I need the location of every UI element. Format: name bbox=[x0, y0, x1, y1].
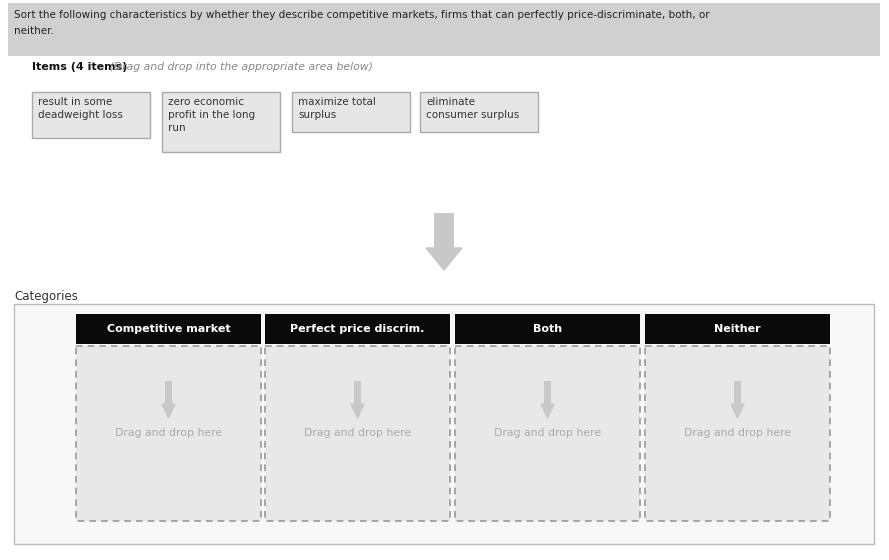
Polygon shape bbox=[541, 404, 554, 418]
FancyBboxPatch shape bbox=[8, 3, 880, 56]
Text: Both: Both bbox=[533, 324, 562, 334]
Polygon shape bbox=[351, 404, 364, 418]
FancyBboxPatch shape bbox=[265, 346, 450, 521]
Text: Drag and drop here: Drag and drop here bbox=[684, 428, 791, 438]
Text: result in some
deadweight loss: result in some deadweight loss bbox=[38, 97, 123, 120]
FancyBboxPatch shape bbox=[265, 314, 450, 344]
FancyBboxPatch shape bbox=[162, 92, 280, 152]
Text: Categories: Categories bbox=[14, 290, 78, 303]
FancyBboxPatch shape bbox=[14, 304, 874, 544]
FancyBboxPatch shape bbox=[76, 346, 261, 521]
Text: eliminate
consumer surplus: eliminate consumer surplus bbox=[426, 97, 519, 120]
FancyBboxPatch shape bbox=[76, 314, 261, 344]
Text: Drag and drop here: Drag and drop here bbox=[115, 428, 222, 438]
FancyBboxPatch shape bbox=[645, 346, 830, 521]
FancyBboxPatch shape bbox=[165, 381, 172, 404]
FancyBboxPatch shape bbox=[645, 314, 830, 344]
Text: maximize total
surplus: maximize total surplus bbox=[298, 97, 376, 120]
Text: Sort the following characteristics by whether they describe competitive markets,: Sort the following characteristics by wh… bbox=[14, 10, 709, 20]
FancyBboxPatch shape bbox=[32, 92, 150, 138]
FancyBboxPatch shape bbox=[455, 314, 640, 344]
Text: Neither: Neither bbox=[714, 324, 761, 334]
FancyBboxPatch shape bbox=[420, 92, 538, 132]
Text: Perfect price discrim.: Perfect price discrim. bbox=[291, 324, 425, 334]
Polygon shape bbox=[426, 248, 462, 270]
Polygon shape bbox=[162, 404, 175, 418]
Text: Drag and drop here: Drag and drop here bbox=[494, 428, 601, 438]
FancyBboxPatch shape bbox=[734, 381, 741, 404]
Text: zero economic
profit in the long
run: zero economic profit in the long run bbox=[168, 97, 255, 133]
Polygon shape bbox=[731, 404, 744, 418]
FancyBboxPatch shape bbox=[354, 381, 361, 404]
FancyBboxPatch shape bbox=[434, 213, 454, 248]
Text: neither.: neither. bbox=[14, 26, 54, 36]
Text: Items (4 items): Items (4 items) bbox=[32, 62, 127, 72]
FancyBboxPatch shape bbox=[292, 92, 410, 132]
Text: (Drag and drop into the appropriate area below): (Drag and drop into the appropriate area… bbox=[106, 62, 372, 72]
FancyBboxPatch shape bbox=[455, 346, 640, 521]
Text: Drag and drop here: Drag and drop here bbox=[304, 428, 411, 438]
FancyBboxPatch shape bbox=[544, 381, 551, 404]
Text: Competitive market: Competitive market bbox=[107, 324, 230, 334]
